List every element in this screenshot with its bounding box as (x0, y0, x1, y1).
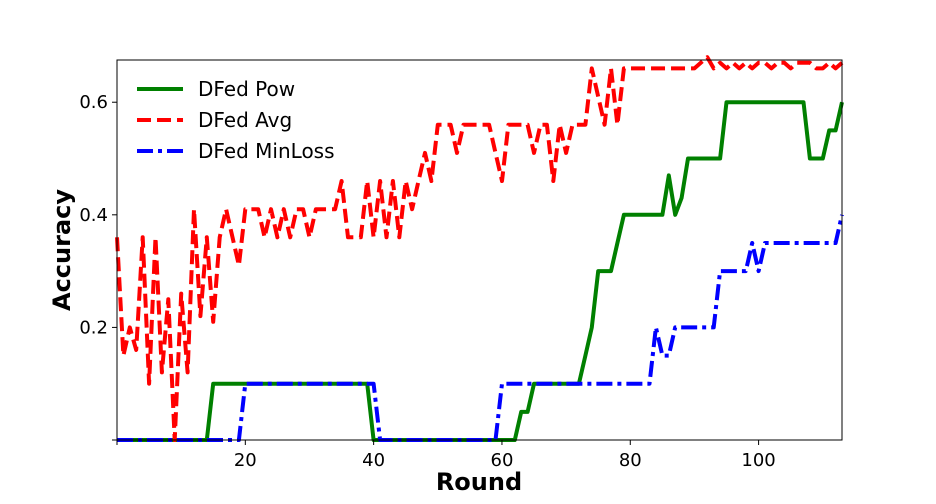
x-tick-label: 60 (491, 450, 514, 471)
y-tick-label: 0.2 (79, 317, 108, 338)
legend: DFed Pow DFed Avg DFed MinLoss (137, 77, 335, 163)
legend-label-3: DFed MinLoss (198, 139, 335, 163)
plot-area (115, 55, 844, 442)
x-axis-ticks: 20 40 60 80 100 (116, 440, 776, 471)
x-tick-label: 100 (741, 450, 775, 471)
series-line-2 (115, 55, 844, 442)
y-tick-label: 0.4 (79, 205, 108, 226)
x-tick-label: 40 (362, 450, 385, 471)
legend-label-2: DFed Avg (198, 108, 292, 132)
y-axis-ticks: 0.2 0.4 0.6 (79, 92, 117, 441)
y-axis-label: Accuracy (48, 189, 76, 311)
axes-frame (116, 59, 843, 441)
legend-label-1: DFed Pow (198, 77, 295, 101)
x-tick-label: 20 (234, 450, 257, 471)
y-tick-label: 0.6 (79, 92, 108, 113)
x-tick-label: 80 (619, 450, 642, 471)
x-axis-label: Round (436, 468, 522, 496)
series-line-3 (117, 214, 844, 442)
